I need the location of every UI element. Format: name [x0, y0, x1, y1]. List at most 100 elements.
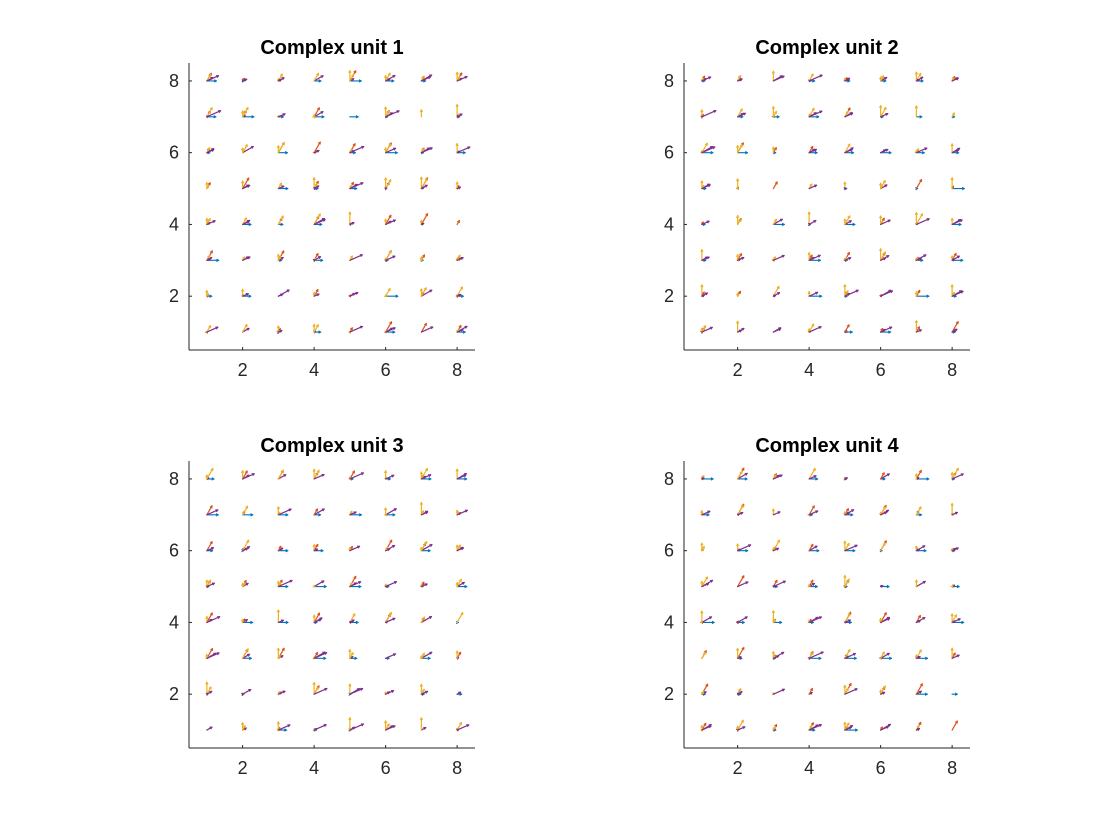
- quiver-arrow: [349, 292, 359, 297]
- quiver-glyph: [700, 542, 705, 552]
- quiver-arrowhead: [279, 579, 283, 583]
- quiver-arrowhead: [419, 176, 424, 180]
- quiver-arrowhead: [917, 655, 921, 659]
- quiver-glyph: [807, 505, 819, 517]
- quiver-arrow: [701, 76, 712, 82]
- quiver-arrowhead: [741, 467, 745, 471]
- quiver-glyph: [420, 74, 433, 83]
- quiver-arrowhead: [960, 290, 964, 294]
- quiver-arrowhead: [918, 329, 922, 333]
- x-tick-label: 2: [733, 758, 743, 778]
- quiver-glyph: [735, 320, 745, 333]
- quiver-arrowhead: [700, 109, 704, 113]
- quiver-arrowhead: [850, 513, 853, 517]
- quiver-arrowhead: [240, 288, 245, 292]
- quiver-arrowhead: [321, 508, 325, 512]
- quiver-glyph: [312, 107, 325, 119]
- quiver-arrow: [456, 328, 464, 333]
- quiver-arrowhead: [701, 691, 704, 695]
- quiver-arrowhead: [421, 148, 424, 152]
- quiver-glyph: [385, 653, 397, 660]
- quiver-glyph: [348, 211, 355, 226]
- quiver-glyph: [737, 108, 747, 119]
- quiver-arrow: [206, 110, 222, 118]
- quiver-arrowhead: [883, 257, 886, 261]
- quiver-glyph: [807, 211, 817, 227]
- quiver-arrow: [737, 575, 745, 588]
- quiver-arrowhead: [424, 583, 428, 587]
- quiver-glyph: [276, 250, 285, 262]
- quiver-glyph: [735, 719, 746, 732]
- quiver-arrowhead: [312, 544, 316, 548]
- quiver-glyph: [950, 217, 963, 227]
- quiver-arrowhead: [316, 107, 320, 111]
- quiver-arrowhead: [312, 324, 316, 327]
- quiver-arrowhead: [246, 539, 250, 543]
- quiver-arrowhead: [917, 326, 920, 330]
- quiver-arrow: [808, 110, 823, 118]
- quiver-glyph: [383, 214, 397, 226]
- quiver-arrowhead: [772, 619, 776, 623]
- quiver-arrowhead: [466, 724, 470, 728]
- quiver-arrowhead: [956, 151, 959, 155]
- x-tick-label: 4: [309, 360, 319, 380]
- quiver-arrowhead: [348, 70, 352, 74]
- quiver-glyph: [700, 509, 711, 517]
- quiver-arrowhead: [216, 652, 220, 656]
- quiver-arrowhead: [776, 115, 780, 119]
- quiver-arrow: [737, 144, 743, 154]
- quiver-arrowhead: [421, 688, 425, 692]
- quiver-arrowhead: [419, 471, 424, 475]
- quiver-glyph: [312, 651, 328, 660]
- quiver-glyph: [771, 539, 781, 552]
- quiver-arrowhead: [776, 547, 779, 551]
- quiver-glyph: [950, 613, 965, 625]
- quiver-arrowhead: [458, 578, 462, 582]
- quiver-arrowhead: [455, 650, 459, 654]
- quiver-arrowhead: [209, 294, 212, 298]
- quiver-arrow: [737, 504, 744, 516]
- quiver-glyph: [950, 252, 964, 262]
- quiver-arrowhead: [427, 656, 431, 660]
- quiver-arrowhead: [772, 726, 776, 730]
- quiver-glyph: [277, 545, 289, 553]
- quiver-arrow: [242, 184, 251, 190]
- quiver-glyph: [455, 181, 462, 190]
- quiver-arrowhead: [810, 722, 814, 726]
- quiver-arrowhead: [318, 256, 321, 260]
- quiver-arrowhead: [357, 545, 361, 549]
- quiver-arrowhead: [455, 544, 459, 548]
- quiver-arrowhead: [312, 469, 316, 472]
- quiver-glyph: [879, 540, 887, 553]
- quiver-arrowhead: [740, 142, 744, 146]
- quiver-glyph: [737, 503, 745, 517]
- quiver-arrowhead: [316, 469, 320, 473]
- quiver-arrowhead: [886, 584, 890, 589]
- quiver-arrow: [701, 109, 717, 118]
- quiver-arrowhead: [245, 292, 249, 296]
- quiver-arrowhead: [244, 619, 248, 623]
- quiver-glyph: [772, 181, 778, 190]
- quiver-arrowhead: [245, 648, 249, 652]
- quiver-arrow: [206, 652, 220, 659]
- quiver-arrowhead: [285, 584, 289, 589]
- quiver-glyph: [383, 581, 398, 589]
- quiver-arrowhead: [881, 472, 885, 476]
- quiver-arrowhead: [458, 325, 462, 328]
- quiver-glyph: [843, 284, 859, 298]
- quiver-arrowhead: [320, 549, 324, 553]
- quiver-arrowhead: [708, 76, 712, 80]
- chart-title: Complex unit 4: [755, 435, 899, 457]
- quiver-glyph: [419, 501, 429, 516]
- quiver-arrowhead: [888, 330, 891, 334]
- quiver-glyph: [914, 545, 927, 553]
- quiver-arrow: [385, 143, 392, 154]
- quiver-arrow: [808, 254, 821, 261]
- quiver-arrow: [772, 511, 781, 516]
- quiver-arrowhead: [706, 513, 710, 517]
- quiver-arrowhead: [211, 148, 215, 152]
- quiver-arrowhead: [250, 146, 254, 149]
- quiver-arrow: [737, 719, 744, 731]
- quiver-arrowhead: [312, 682, 316, 685]
- quiver-arrowhead: [813, 475, 817, 479]
